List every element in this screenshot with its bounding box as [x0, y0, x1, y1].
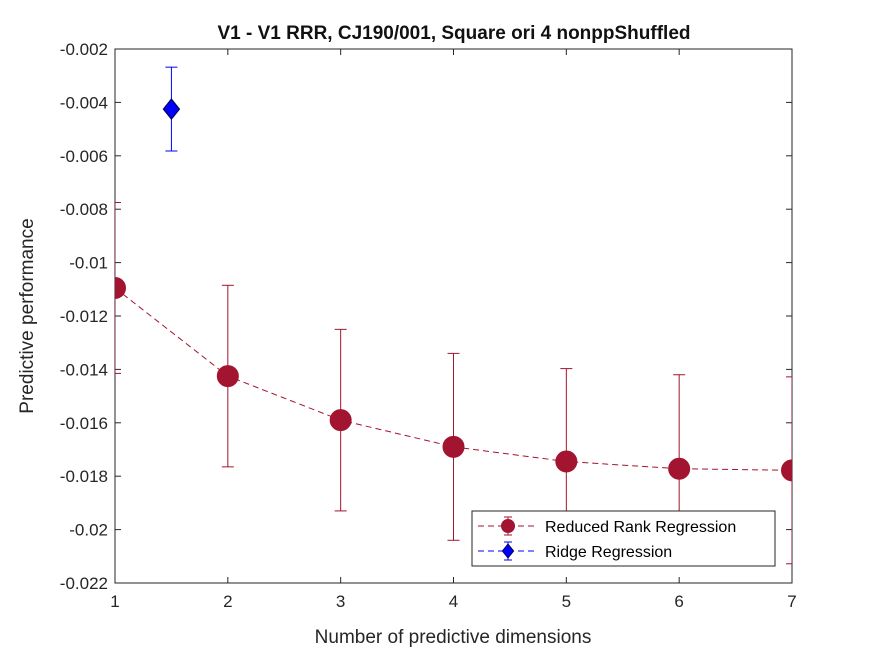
x-tick-label: 5 — [562, 592, 571, 611]
data-point — [115, 276, 126, 299]
x-tick-label: 7 — [787, 592, 796, 611]
data-point — [442, 435, 465, 458]
legend: Reduced Rank Regression Ridge Regression — [471, 510, 776, 567]
x-tick-label: 1 — [110, 592, 119, 611]
y-tick-label: -0.008 — [60, 200, 108, 219]
y-tick-label: -0.006 — [60, 147, 108, 166]
x-tick-label: 4 — [449, 592, 458, 611]
y-tick-label: -0.016 — [60, 414, 108, 433]
data-point — [668, 457, 691, 480]
x-axis-label: Number of predictive dimensions — [315, 627, 592, 648]
legend-label: Reduced Rank Regression — [545, 519, 736, 536]
plot-area: 1 2 3 4 5 6 7 -0.022 -0.02 -0.018 -0.016 -0.014 -0.0… — [60, 40, 797, 611]
y-tick-label: -0.004 — [60, 93, 108, 112]
data-point — [162, 98, 181, 121]
x-tick-label: 6 — [674, 592, 683, 611]
x-tick-label: 3 — [336, 592, 345, 611]
data-point — [216, 365, 239, 388]
legend-marker — [501, 543, 515, 559]
legend-marker — [501, 519, 515, 533]
y-tick-label: -0.01 — [69, 254, 108, 273]
y-tick-label: -0.018 — [60, 467, 108, 486]
y-tick-label: -0.002 — [60, 40, 108, 59]
data-point — [555, 450, 578, 473]
y-tick-label: -0.02 — [69, 521, 108, 540]
legend-label: Ridge Regression — [545, 544, 672, 561]
data-point — [781, 459, 792, 482]
data-layer — [115, 66, 792, 565]
data-point — [329, 409, 352, 432]
chart-title: V1 - V1 RRR, CJ190/001, Square ori 4 non… — [217, 23, 690, 44]
x-tick-label: 2 — [223, 592, 232, 611]
legend-box — [471, 510, 776, 567]
y-tick-label: -0.014 — [60, 360, 108, 379]
y-tick-label: -0.022 — [60, 574, 108, 593]
y-axis-label: Predictive performance — [17, 218, 38, 413]
y-tick-label: -0.012 — [60, 307, 108, 326]
